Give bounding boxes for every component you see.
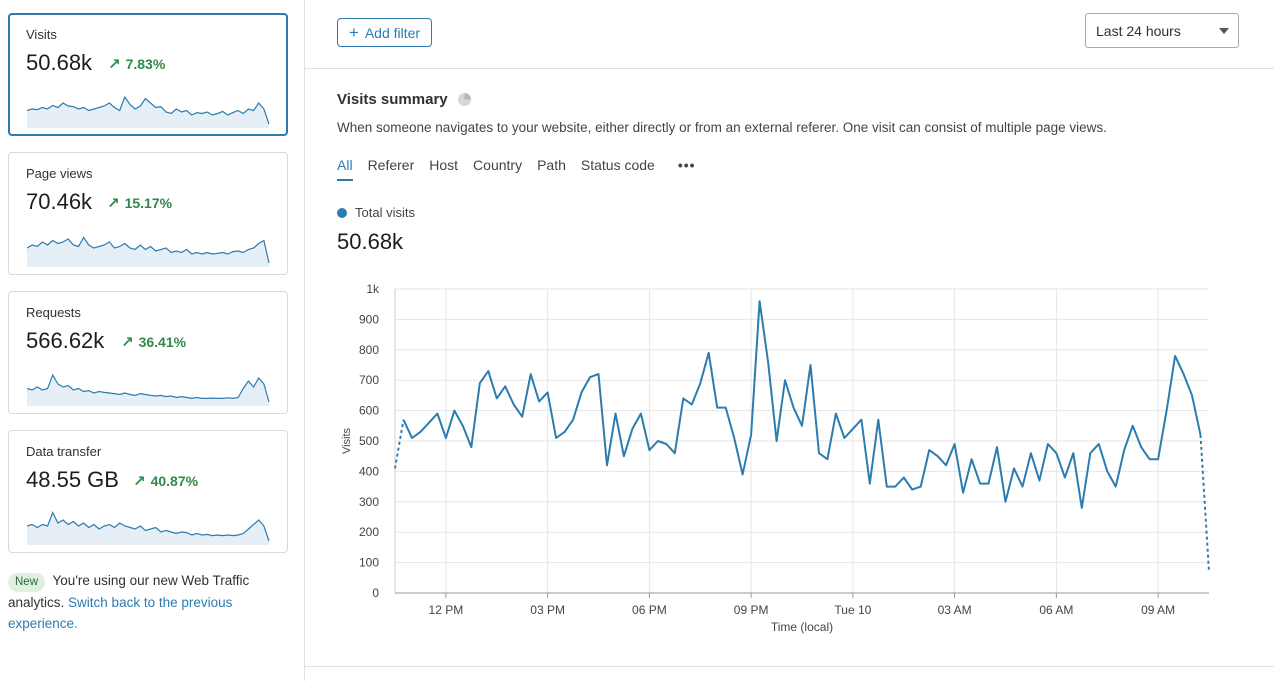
y-tick-label: 800 [359, 343, 379, 357]
x-tick-label: 03 AM [938, 603, 972, 617]
sparkline-line [27, 373, 270, 403]
tab-country[interactable]: Country [473, 157, 523, 173]
legend-label: Total visits [355, 205, 415, 220]
metric-delta-value: 7.83% [125, 56, 166, 72]
x-tick-label: Tue 10 [834, 603, 871, 617]
visits-summary-panel: Visits summary When someone navigates to… [305, 69, 1274, 681]
plus-icon: + [348, 23, 359, 42]
y-tick-label: 300 [359, 495, 379, 509]
metric-delta-value: 36.41% [138, 334, 187, 350]
x-tick-label: 09 AM [1141, 603, 1175, 617]
metric-value: 70.46k [26, 189, 93, 214]
new-badge: New [8, 573, 46, 592]
metric-value: 48.55 GB [26, 467, 119, 492]
more-tabs-icon[interactable]: ••• [677, 157, 696, 173]
sparkline-area [27, 237, 269, 267]
metric-delta: ↗ 7.83% [108, 55, 165, 73]
add-filter-label: Add filter [364, 24, 421, 41]
metric-label: Page views [26, 166, 93, 181]
series-line-partial-end [1199, 434, 1210, 572]
sparkline-area [27, 375, 269, 406]
sparkline-line [27, 236, 270, 264]
metric-delta: ↗ 15.17% [107, 194, 172, 212]
sparkline-area [27, 512, 269, 545]
tab-all[interactable]: All [337, 157, 353, 181]
metric-delta: ↗ 40.87% [133, 472, 198, 490]
y-tick-label: 600 [359, 404, 379, 418]
series-line-partial-start [394, 419, 405, 469]
trend-up-icon: ↗ [108, 56, 121, 73]
y-axis-label: Visits [341, 427, 353, 454]
pie-chart-icon[interactable] [457, 93, 471, 106]
filter-bar: + Add filter Last 24 hours [305, 0, 1274, 69]
metric-value: 50.68k [26, 50, 93, 75]
metric-label: Requests [26, 305, 81, 320]
metric-label: Visits [26, 27, 57, 42]
metric-delta: ↗ 36.41% [121, 333, 186, 351]
sparkline-area [27, 97, 269, 128]
sparkline [27, 236, 270, 267]
y-tick-label: 1k [366, 282, 380, 296]
x-tick-label: 06 AM [1039, 603, 1073, 617]
metrics-sidebar: Visits 50.68k ↗ 7.83% Page views 70.46k … [0, 0, 305, 681]
y-tick-label: 700 [359, 373, 379, 387]
panel-title-text: Visits summary [337, 91, 448, 108]
new-analytics-notice: New You're using our new Web Traffic ana… [8, 570, 288, 634]
sparkline-line [27, 510, 270, 542]
y-tick-label: 500 [359, 434, 379, 448]
x-axis-label: Time (local) [771, 620, 833, 634]
sparkline-line [27, 95, 270, 125]
series-line-total-visits[interactable] [402, 300, 1202, 509]
metric-card-visits[interactable]: Visits 50.68k ↗ 7.83% [8, 13, 288, 136]
metric-delta-value: 40.87% [150, 473, 199, 489]
metric-card-data-transfer[interactable]: Data transfer 48.55 GB ↗ 40.87% [8, 430, 288, 553]
metric-label: Data transfer [26, 444, 102, 459]
metric-card-page-views[interactable]: Page views 70.46k ↗ 15.17% [8, 152, 288, 275]
x-tick-label: 03 PM [530, 603, 565, 617]
sparkline [27, 373, 270, 406]
sparkline [27, 95, 270, 128]
tab-path[interactable]: Path [537, 157, 566, 173]
x-tick-label: 12 PM [429, 603, 464, 617]
total-visits-value: 50.68k [337, 229, 404, 254]
y-tick-label: 400 [359, 464, 379, 478]
y-tick-label: 0 [372, 586, 379, 600]
chart-legend: Total visits [337, 205, 415, 220]
time-range-value: Last 24 hours [1096, 22, 1181, 39]
add-filter-button[interactable]: + Add filter [337, 18, 432, 47]
caret-down-icon [1219, 28, 1229, 34]
panel-title: Visits summary [337, 91, 471, 108]
legend-dot-icon [337, 207, 347, 218]
trend-up-icon: ↗ [133, 473, 146, 490]
tab-host[interactable]: Host [429, 157, 459, 173]
panel-description: When someone navigates to your website, … [337, 120, 1107, 135]
trend-up-icon: ↗ [121, 334, 134, 351]
time-range-select[interactable]: Last 24 hours [1085, 13, 1239, 48]
y-tick-label: 100 [359, 556, 379, 570]
trend-up-icon: ↗ [107, 195, 120, 212]
tab-referer[interactable]: Referer [367, 157, 415, 173]
metric-delta-value: 15.17% [124, 195, 173, 211]
y-tick-label: 200 [359, 525, 379, 539]
switch-back-link[interactable]: Switch back to the previous experience. [8, 595, 233, 631]
sparkline [27, 510, 270, 545]
metric-value: 566.62k [26, 328, 105, 353]
breakdown-tabs: All Referer Host Country Path Status cod… [337, 157, 696, 181]
y-tick-label: 900 [359, 312, 379, 326]
divider [305, 666, 1274, 667]
tab-status-code[interactable]: Status code [580, 157, 655, 173]
x-tick-label: 06 PM [632, 603, 667, 617]
metric-card-requests[interactable]: Requests 566.62k ↗ 36.41% [8, 291, 288, 414]
visits-line-chart: 0 100 200 300 400 500 600 700 800 900 1k 12 PM 03 PM… [341, 282, 1210, 634]
notice-text: You're using our new Web Traffic analyti… [8, 573, 250, 610]
x-tick-label: 09 PM [734, 603, 769, 617]
